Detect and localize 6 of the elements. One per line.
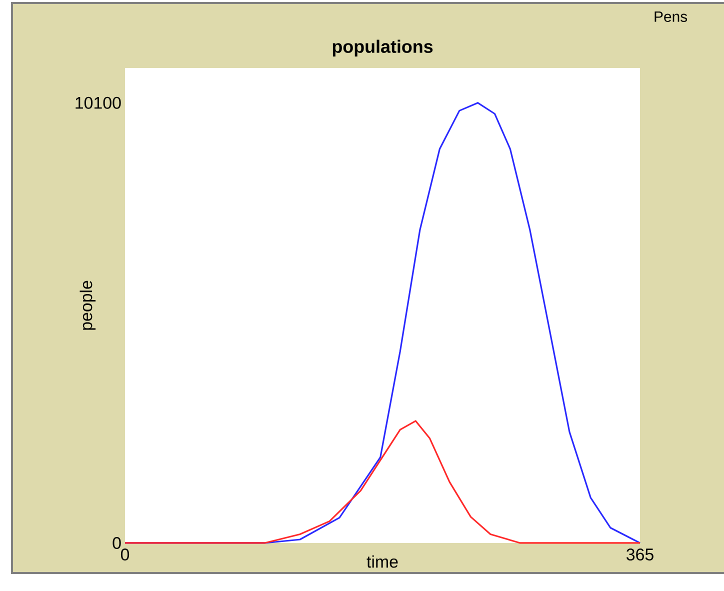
y-tick-label: 10100 (76, 96, 121, 109)
chart-title: populations (332, 40, 433, 56)
x-tick-label: 365 (626, 548, 654, 561)
y-axis-title: people (80, 280, 96, 330)
text: Pens (654, 12, 688, 22)
x-axis-title: time (366, 555, 398, 568)
